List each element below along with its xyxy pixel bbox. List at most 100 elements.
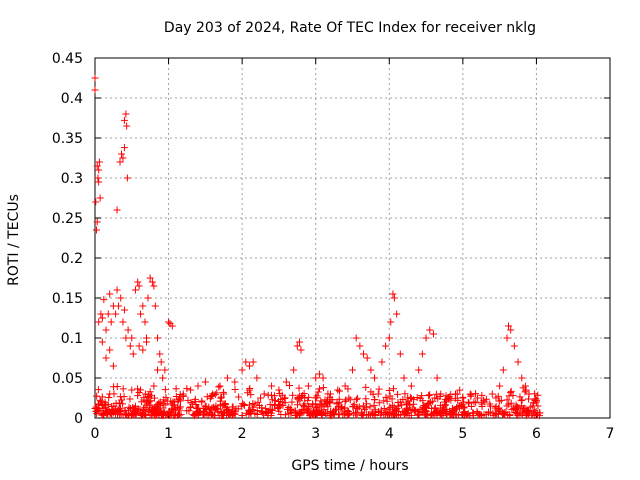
- noise-point: [235, 393, 243, 401]
- noise-point: [352, 396, 360, 404]
- noise-point: [441, 401, 449, 409]
- noise-point: [519, 384, 527, 392]
- noise-point: [219, 388, 227, 396]
- noise-point: [277, 395, 285, 403]
- data-points: [91, 74, 544, 420]
- noise-point: [268, 396, 276, 404]
- noise-point: [422, 403, 430, 411]
- data-point: [510, 342, 518, 350]
- data-point: [518, 374, 526, 382]
- noise-point: [303, 408, 311, 416]
- noise-point: [458, 411, 466, 419]
- y-tick-label: 0.05: [52, 371, 83, 387]
- noise-point: [299, 402, 307, 410]
- noise-point: [134, 392, 142, 400]
- noise-point: [175, 396, 183, 404]
- grid-lines: [95, 58, 610, 418]
- data-point: [95, 318, 103, 326]
- noise-point: [288, 398, 296, 406]
- noise-point: [176, 391, 184, 399]
- noise-point: [218, 409, 226, 417]
- noise-point: [146, 388, 154, 396]
- noise-point: [100, 401, 108, 409]
- noise-point: [298, 392, 306, 400]
- noise-point: [335, 395, 343, 403]
- noise-point: [218, 393, 226, 401]
- noise-point: [224, 405, 232, 413]
- noise-point: [296, 410, 304, 418]
- noise-point: [333, 399, 341, 407]
- noise-point: [425, 391, 433, 399]
- noise-point: [244, 389, 252, 397]
- data-point: [150, 282, 158, 290]
- y-tick-label: 0.15: [52, 291, 83, 307]
- noise-point: [531, 396, 539, 404]
- data-point: [168, 322, 176, 330]
- x-tick-label: 5: [458, 426, 467, 442]
- data-point: [246, 362, 253, 370]
- y-tick-label: 0: [74, 411, 83, 427]
- noise-point: [454, 402, 462, 410]
- noise-point: [305, 393, 313, 401]
- noise-point: [209, 403, 217, 411]
- noise-point: [320, 384, 328, 392]
- noise-point: [451, 406, 459, 414]
- noise-point: [94, 386, 102, 394]
- data-point: [161, 366, 169, 374]
- data-point: [253, 374, 261, 382]
- noise-point: [516, 393, 524, 401]
- data-point: [116, 158, 124, 166]
- data-point: [356, 342, 364, 350]
- noise-point: [355, 403, 363, 411]
- data-point: [293, 342, 301, 350]
- data-point: [98, 338, 106, 346]
- noise-point: [213, 389, 221, 397]
- noise-point: [531, 390, 539, 398]
- noise-point: [163, 397, 171, 405]
- data-point: [231, 378, 239, 386]
- noise-point: [141, 390, 149, 398]
- data-point: [296, 338, 304, 346]
- noise-point: [168, 411, 176, 419]
- noise-point: [119, 385, 127, 393]
- noise-point: [293, 411, 301, 419]
- data-point: [385, 334, 393, 342]
- noise-point: [427, 405, 435, 413]
- noise-point: [394, 399, 402, 407]
- noise-point: [208, 392, 216, 400]
- noise-point: [500, 409, 508, 417]
- noise-point: [399, 396, 407, 404]
- noise-point: [309, 410, 317, 418]
- y-tick-label: 0.1: [61, 331, 83, 347]
- noise-point: [260, 410, 268, 418]
- noise-point: [499, 410, 507, 418]
- noise-point: [418, 392, 426, 400]
- data-point: [139, 346, 147, 354]
- noise-point: [536, 409, 544, 417]
- noise-point: [512, 403, 520, 411]
- noise-point: [198, 397, 206, 405]
- data-point: [131, 286, 139, 294]
- data-point: [378, 358, 386, 366]
- noise-point: [201, 402, 209, 410]
- noise-point: [281, 399, 289, 407]
- noise-point: [401, 390, 409, 398]
- noise-point: [264, 391, 272, 399]
- noise-point: [172, 385, 180, 393]
- data-point: [349, 366, 356, 374]
- noise-point: [283, 405, 291, 413]
- noise-point: [424, 400, 432, 408]
- data-point: [120, 144, 128, 152]
- noise-point: [206, 395, 214, 403]
- data-point: [297, 346, 305, 354]
- noise-point: [97, 398, 105, 406]
- noise-point: [431, 394, 439, 402]
- noise-point: [472, 390, 480, 398]
- noise-point: [403, 405, 411, 413]
- noise-point: [454, 396, 462, 404]
- noise-point: [167, 407, 175, 415]
- noise-point: [129, 403, 137, 411]
- noise-point: [276, 390, 284, 398]
- noise-point: [122, 411, 130, 419]
- data-point: [102, 354, 110, 362]
